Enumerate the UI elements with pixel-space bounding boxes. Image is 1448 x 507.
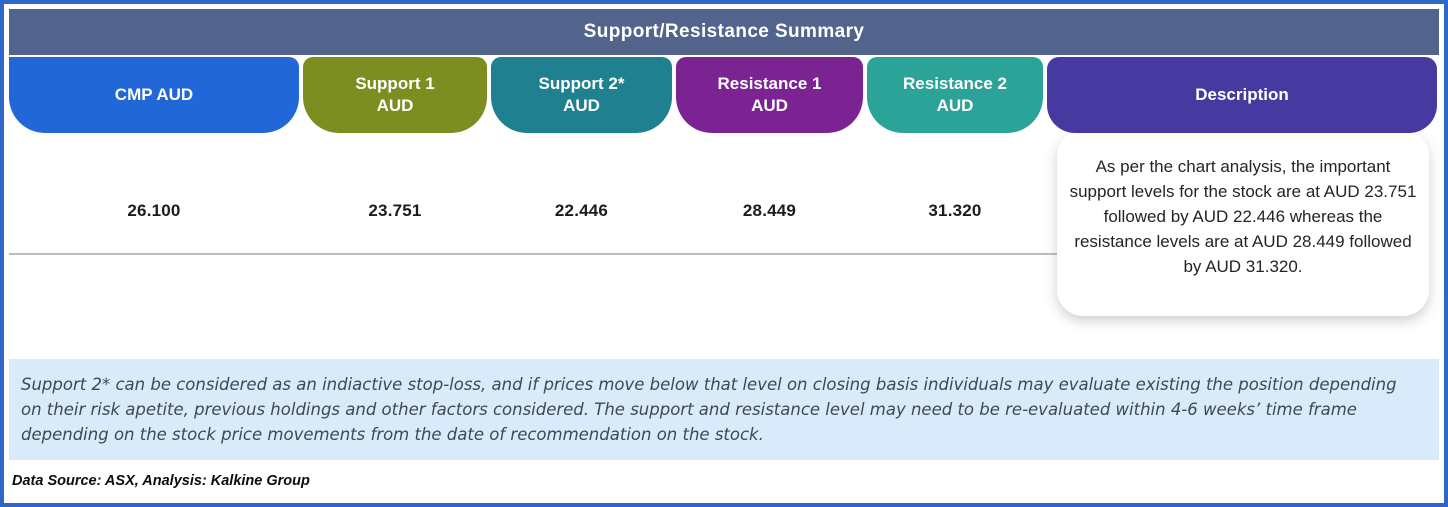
value-resistance1: 28.449 [742,201,797,220]
values-row: 26.100 23.751 22.446 28.449 31.320 [9,133,1439,253]
column-header-support1: Support 1 AUD [303,57,487,133]
column-header-label: AUD [376,96,414,115]
column-header-label: AUD [936,96,974,115]
column-headers-row: CMP AUD Support 1 AUD Support 2* AUD Res… [9,57,1439,133]
value-resistance2: 31.320 [928,201,982,220]
description-card: As per the chart analysis, the important… [1057,130,1429,316]
column-header-label: AUD [751,96,788,115]
panel-title: Support/Resistance Summary [583,21,865,42]
data-source: Data Source: ASX, Analysis: Kalkine Grou… [12,473,310,489]
value-support1: 23.751 [368,201,422,220]
value-support2: 22.446 [554,201,609,220]
column-header-support2: Support 2* AUD [491,57,672,133]
column-header-label: Support 1 [355,74,435,93]
column-header-cmp: CMP AUD [9,57,299,133]
column-header-label: Resistance 1 [717,74,822,93]
title-bar: Support/Resistance Summary [9,9,1439,55]
column-header-label: Support 2* [538,74,625,93]
column-header-resistance1: Resistance 1 AUD [676,57,863,133]
description-text: As per the chart analysis, the important… [1069,157,1417,276]
footnote-box: Support 2* can be considered as an india… [9,359,1439,460]
column-header-resistance2: Resistance 2 AUD [867,57,1043,133]
column-header-label: Description [1195,85,1289,104]
column-header-label: AUD [563,96,600,115]
column-header-label: CMP AUD [114,85,194,104]
footnote-text: Support 2* can be considered as an india… [21,375,1397,444]
column-header-label: Resistance 2 [903,74,1007,93]
divider-line [9,253,1072,255]
value-cmp: 26.100 [127,201,181,220]
column-header-description: Description [1047,57,1437,133]
